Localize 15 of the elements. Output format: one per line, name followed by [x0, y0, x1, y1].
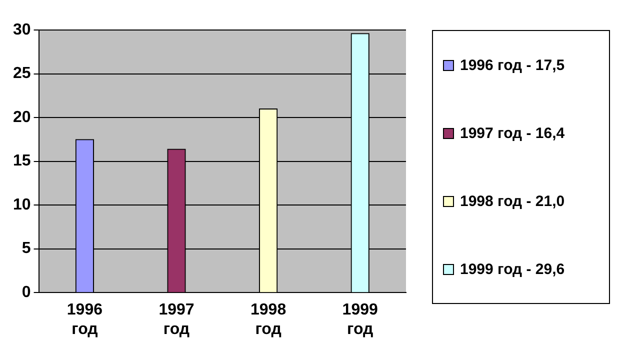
x-tick-label: 1997 год — [158, 302, 194, 338]
y-tick-label: 15 — [13, 152, 31, 170]
y-tick-label: 20 — [13, 108, 31, 126]
x-tick-label: 1996 год — [66, 302, 103, 338]
y-tick-label: 30 — [13, 21, 31, 38]
y-tick-label: 25 — [13, 65, 31, 82]
legend-label: 1996 год - 17,5 — [460, 56, 565, 74]
y-tick-label: 0 — [22, 284, 31, 302]
y-tick-label: 5 — [22, 240, 31, 258]
x-tick-label: 1999 год — [342, 302, 378, 338]
legend-label: 1999 год - 29,6 — [460, 260, 565, 278]
legend-label: 1998 год - 21,0 — [460, 192, 565, 210]
y-tick-label: 10 — [13, 196, 31, 214]
x-tick-label: 1998 год — [250, 302, 286, 338]
legend-label: 1997 год - 16,4 — [460, 124, 565, 142]
